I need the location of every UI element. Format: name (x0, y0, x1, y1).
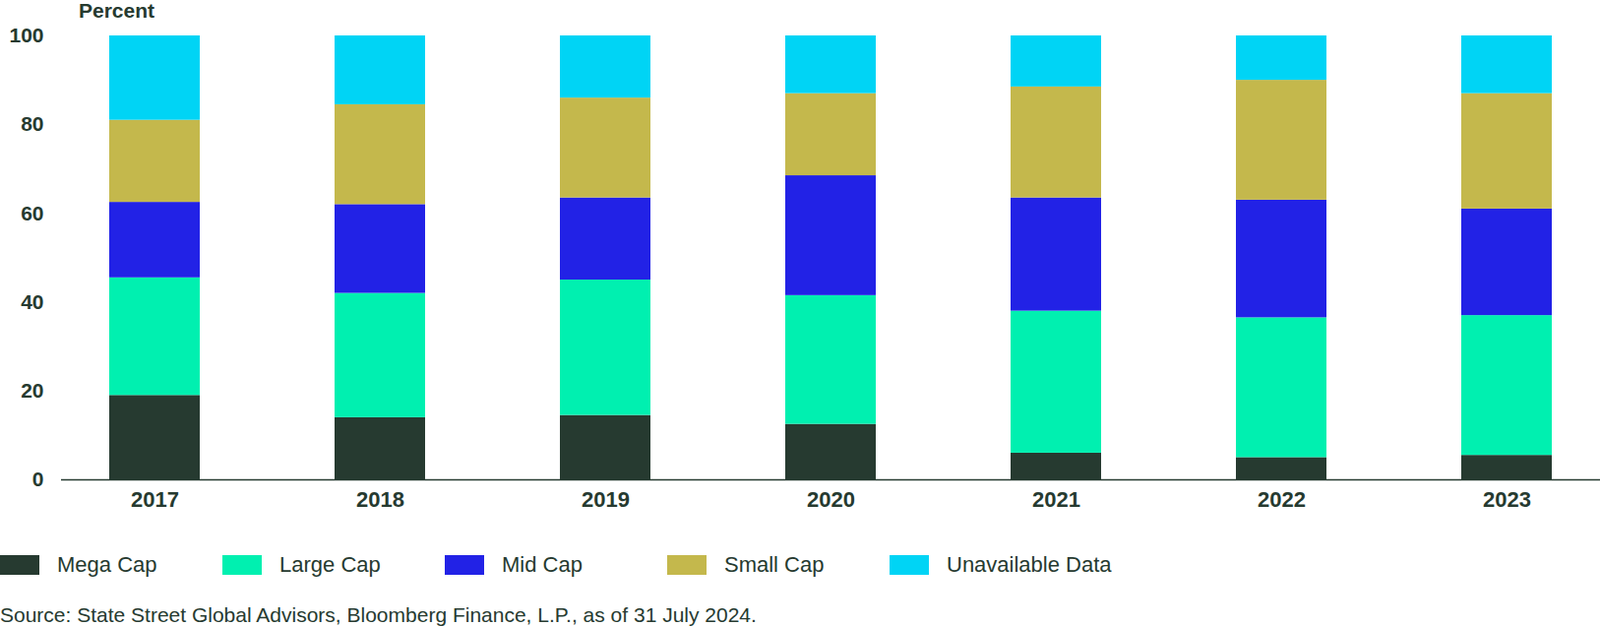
svg-text:80: 80 (20, 112, 44, 135)
html-text:Mega Cap: Mega Cap (57, 552, 157, 577)
svg-text:0: 0 (32, 467, 45, 491)
html-text:Percent: Percent (78, 0, 155, 22)
svg-text:2021: 2021 (1032, 487, 1081, 512)
html-text:Source: State Street Global Ad: Source: State Street Global Advisors, Bl… (0, 603, 757, 626)
html-text:Unavailable Data: Unavailable Data (946, 552, 1112, 577)
svg-text:2020: 2020 (806, 487, 856, 512)
html-text:Large Cap: Large Cap (279, 552, 381, 577)
svg-text:2019: 2019 (581, 487, 630, 512)
svg-text:40: 40 (20, 290, 44, 313)
html-text:Small Cap: Small Cap (724, 552, 825, 577)
svg-text:2018: 2018 (356, 487, 405, 512)
svg-text:2017: 2017 (130, 487, 180, 512)
html-text:Mid Cap: Mid Cap (501, 552, 583, 577)
svg-text:2023: 2023 (1482, 487, 1532, 512)
svg-text:60: 60 (20, 201, 44, 225)
svg-text:20: 20 (20, 378, 44, 402)
svg-text:100: 100 (8, 23, 44, 47)
svg-text:2022: 2022 (1257, 487, 1306, 512)
